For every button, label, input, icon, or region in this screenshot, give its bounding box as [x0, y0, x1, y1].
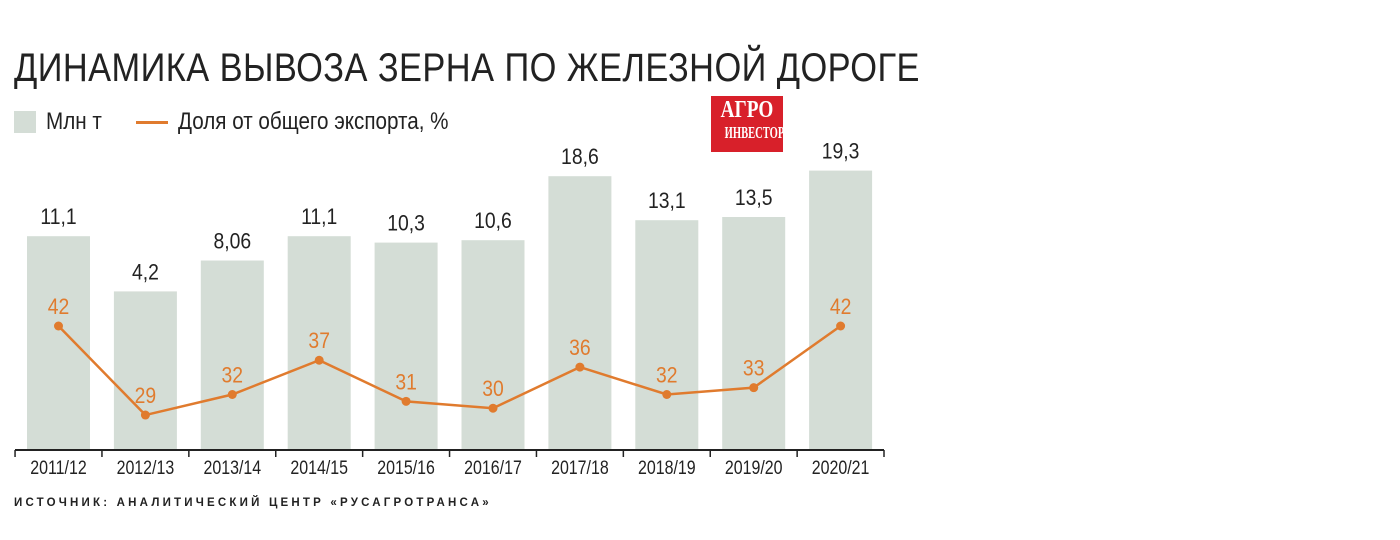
bar [461, 240, 525, 450]
bar-value-label: 11,1 [301, 205, 337, 229]
bar [27, 236, 90, 450]
source-note: ИСТОЧНИК: АНАЛИТИЧЕСКИЙ ЦЕНТР «РУСАГРОТР… [14, 497, 492, 509]
logo-line1: АГРО [720, 97, 774, 123]
share-line [57, 324, 842, 417]
bar [287, 236, 351, 450]
legend-label-bars: Млн т [46, 108, 102, 135]
x-tick-label: 2016/17 [464, 457, 522, 479]
x-tick-label: 2019/20 [725, 457, 783, 479]
bar-value-label: 13,5 [735, 186, 773, 210]
x-tick-label: 2014/15 [290, 457, 348, 479]
share-point [575, 362, 585, 372]
legend-swatch-bar [14, 111, 36, 133]
bar-value-label: 18,6 [561, 145, 599, 169]
bar-value-label: 11,1 [40, 205, 76, 229]
share-point [227, 390, 237, 399]
bar-value-label: 10,6 [474, 209, 512, 233]
bar-value-label: 8,06 [213, 229, 251, 253]
legend-swatch-line [136, 120, 168, 124]
bar [809, 170, 873, 450]
bar-value-label: 10,3 [387, 211, 425, 235]
share-point [488, 403, 498, 413]
share-value-label: 36 [569, 336, 591, 360]
share-point [749, 383, 759, 393]
share-value-label: 33 [743, 357, 765, 381]
x-tick-label: 2020/21 [812, 457, 870, 479]
share-value-label: 32 [656, 363, 678, 387]
share-point [401, 396, 411, 406]
legend-item-bars: Млн т [14, 108, 111, 136]
bar-value-label: 13,1 [648, 189, 686, 213]
share-point [140, 410, 150, 420]
share-point [662, 390, 672, 399]
x-tick-label: 2018/19 [638, 457, 696, 479]
x-tick-label: 2012/13 [117, 457, 175, 479]
share-value-label: 30 [482, 377, 504, 401]
x-tick-label: 2017/18 [551, 457, 609, 479]
legend-item-line: Доля от общего экспорта, % [136, 108, 493, 136]
x-tick-label: 2013/14 [203, 457, 261, 479]
bar [374, 242, 438, 450]
legend-label-line: Доля от общего экспорта, % [178, 108, 449, 135]
bar [113, 291, 177, 450]
share-value-label: 37 [308, 329, 330, 353]
bar-value-label: 19,3 [822, 139, 860, 163]
x-tick-label: 2011/12 [30, 457, 86, 479]
bar-value-label: 4,2 [132, 260, 159, 284]
share-point [836, 321, 846, 331]
share-value-label: 29 [135, 384, 157, 408]
bar [548, 176, 612, 450]
bar [635, 220, 699, 450]
bar [722, 217, 786, 450]
bar [200, 260, 264, 450]
share-value-label: 42 [48, 295, 70, 319]
share-value-label: 32 [222, 363, 244, 387]
share-value-label: 42 [830, 295, 852, 319]
x-tick-label: 2015/16 [377, 457, 435, 479]
share-point [314, 355, 324, 365]
agroinvestor-logo: АГРО ИНВЕСТОР [711, 96, 784, 152]
share-point [54, 321, 63, 331]
share-value-label: 31 [395, 370, 417, 394]
chart-title: ДИНАМИКА ВЫВОЗА ЗЕРНА ПО ЖЕЛЕЗНОЙ ДОРОГЕ [14, 46, 920, 90]
